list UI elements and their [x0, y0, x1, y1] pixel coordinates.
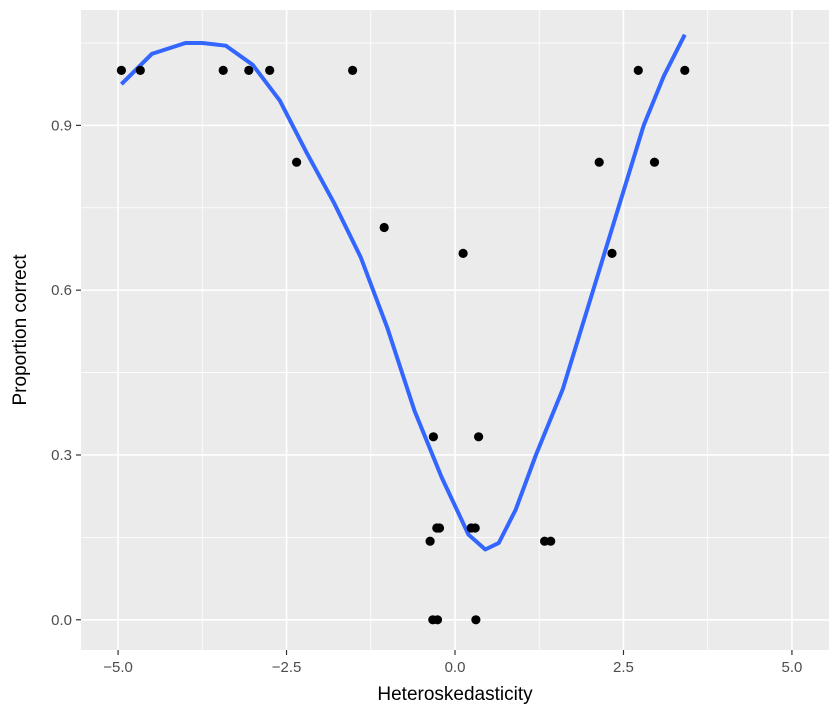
data-point — [434, 523, 445, 533]
x-axis-ticks — [117, 650, 793, 655]
grid-major — [81, 10, 829, 650]
data-point — [428, 432, 438, 442]
y-axis-title: Proportion correct — [10, 254, 31, 406]
x-axis-title: Heteroskedasticity — [377, 684, 533, 705]
data-point — [649, 157, 660, 167]
x-tick-label: 5.0 — [782, 659, 803, 676]
data-point — [218, 65, 228, 75]
x-tick-label: 0.0 — [445, 659, 466, 676]
x-tick-labels: −5.0 −2.5 0.0 2.5 5.0 — [103, 659, 802, 676]
x-tick-label: 2.5 — [613, 659, 634, 676]
y-tick-label: 0.9 — [51, 117, 72, 134]
data-point — [546, 536, 556, 546]
data-point — [348, 65, 358, 75]
data-point — [474, 432, 484, 442]
data-point — [607, 248, 617, 258]
data-point — [680, 65, 690, 75]
smooth-line — [119, 33, 687, 552]
data-point — [244, 65, 254, 75]
data-point — [379, 222, 389, 233]
data-point — [633, 65, 643, 75]
y-tick-label: 0.3 — [51, 447, 72, 464]
data-point — [425, 536, 435, 546]
y-tick-labels: 0.0 0.3 0.6 0.9 — [51, 117, 72, 628]
x-tick-label: −2.5 — [272, 659, 302, 676]
data-point — [471, 615, 481, 625]
data-point — [470, 523, 480, 533]
data-point — [135, 65, 145, 75]
scatter-points — [116, 65, 690, 625]
y-tick-label: 0.6 — [51, 282, 72, 299]
data-point — [265, 65, 275, 75]
data-point — [458, 248, 468, 258]
y-tick-label: 0.0 — [51, 612, 72, 629]
data-point — [116, 65, 126, 75]
x-tick-label: −5.0 — [103, 659, 133, 676]
y-axis-ticks — [76, 124, 81, 621]
data-point — [594, 157, 604, 167]
data-point — [432, 615, 443, 625]
data-point — [292, 157, 302, 167]
